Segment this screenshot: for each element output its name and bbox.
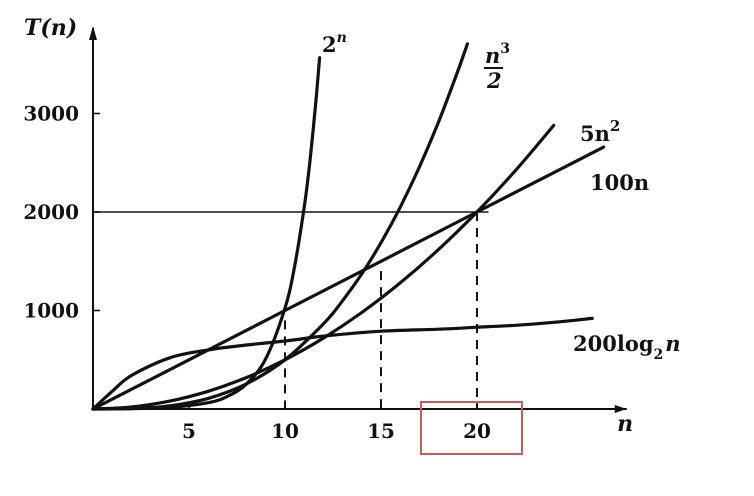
curves-layer (91, 42, 606, 411)
label-5n-squared-exp: 2 (610, 117, 620, 135)
y-tick-label-2000: 2000 (23, 200, 79, 224)
label-2-pow-n-exp: n (337, 30, 347, 46)
label-200-log2-n: 200log2n (573, 331, 681, 363)
curve-5n-2 (91, 123, 556, 411)
x-tick-label-15: 15 (367, 419, 395, 443)
label-2-pow-n: 2n (322, 30, 347, 57)
y-axis-arrow (89, 26, 97, 40)
label-n-cubed-denominator: 2 (486, 68, 502, 93)
x-axis-arrow (614, 405, 627, 413)
curve-n-3-2 (91, 42, 469, 411)
reference-layer (93, 211, 489, 409)
curve-200log-2-n (91, 316, 594, 411)
curve-100n (91, 145, 606, 411)
y-axis-title: T(n) (24, 15, 77, 41)
label-5n-squared-base: 5n (580, 121, 610, 146)
label-n-cubed-base: n (485, 43, 500, 68)
label-200-log2-n-tail: n (665, 331, 680, 356)
labels-layer: 5 10 15 20100020003000T(n)n2nn325n2100n200l… (23, 15, 680, 443)
label-200-log2-n-sub: 2 (654, 347, 664, 363)
label-5n-squared: 5n2 (580, 117, 620, 146)
label-2-pow-n-base: 2 (322, 32, 337, 57)
x-tick-label-10: 10 (271, 419, 299, 443)
x-tick-label-20: 20 (463, 419, 491, 443)
label-100n: 100n (590, 170, 649, 195)
label-n-cubed-numerator: n3 (485, 41, 510, 68)
axes-layer (89, 26, 627, 455)
x-axis-title: n (617, 411, 633, 437)
y-tick-label-1000: 1000 (23, 299, 79, 323)
label-200-log2-n-main: 200log (573, 331, 654, 356)
x-tick-label-5: 5 (182, 419, 196, 443)
y-tick-label-3000: 3000 (23, 102, 79, 126)
label-n-cubed-exp: 3 (500, 41, 510, 57)
highlight-box-x-20 (420, 401, 523, 455)
